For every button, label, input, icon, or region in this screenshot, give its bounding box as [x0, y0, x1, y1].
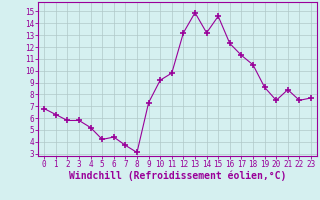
X-axis label: Windchill (Refroidissement éolien,°C): Windchill (Refroidissement éolien,°C): [69, 171, 286, 181]
